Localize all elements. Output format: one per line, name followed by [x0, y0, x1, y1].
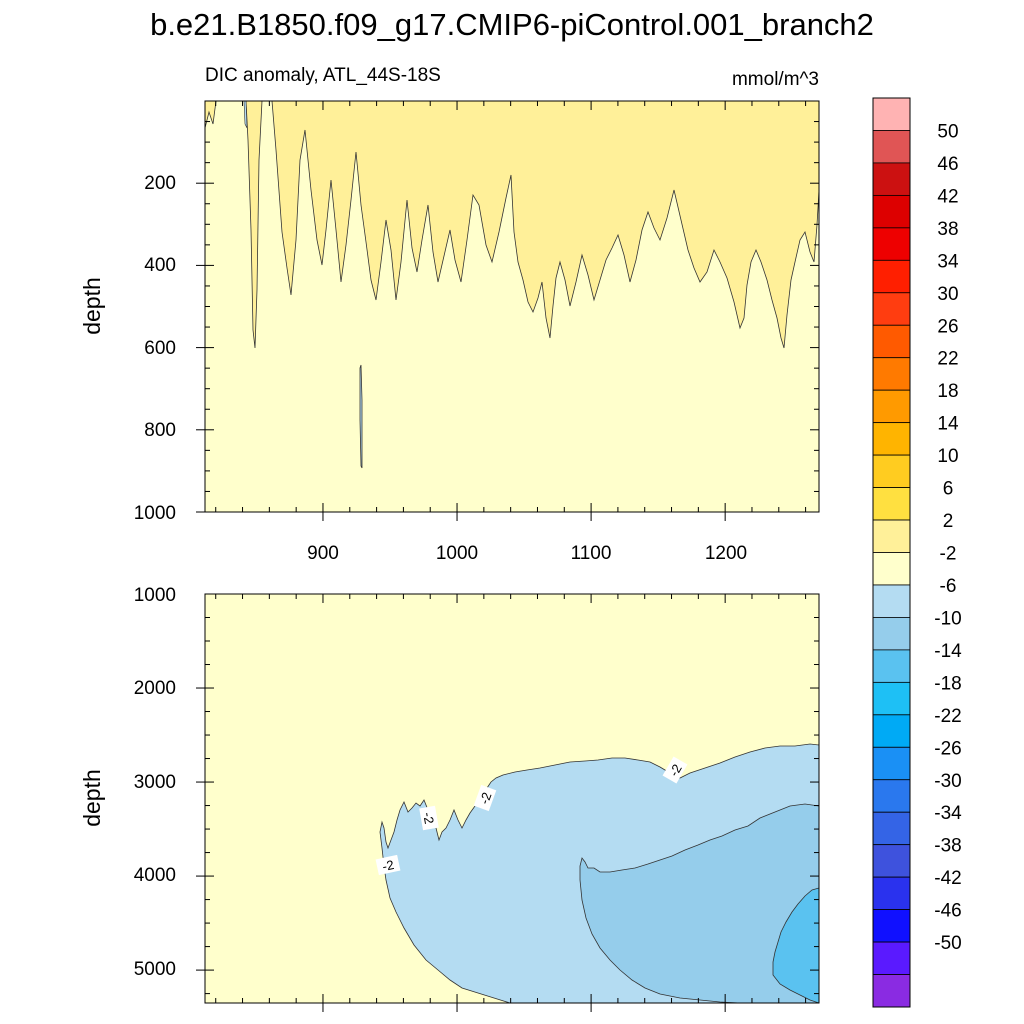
colorbar-swatch [872, 844, 911, 878]
colorbar-label: 42 [937, 186, 958, 207]
lower-ytick-3000: 3000 [134, 772, 176, 793]
lower-plot-frame [204, 593, 820, 1004]
upper-xtick-1000: 1000 [436, 543, 478, 564]
colorbar-swatch [872, 162, 911, 196]
colorbar-label: -2 [940, 544, 957, 565]
colorbar-swatch [872, 487, 911, 521]
colorbar-swatch [872, 259, 911, 294]
lower-negative-region-10-14 [772, 887, 819, 1003]
lower-contour-label-4: -2 [375, 854, 401, 876]
colorbar-swatch [872, 357, 911, 391]
lower-ytick-1000: 1000 [134, 585, 176, 606]
colorbar-swatch [872, 909, 911, 943]
colorbar-label: 38 [937, 219, 958, 240]
colorbar-label: 18 [937, 381, 958, 402]
colorbar-swatch [872, 779, 911, 813]
lower-ytick-5000: 5000 [134, 959, 176, 980]
colorbar-label: -26 [934, 738, 961, 759]
colorbar-swatches [872, 97, 911, 1008]
colorbar-swatch [872, 941, 911, 975]
colorbar-swatch [872, 422, 911, 456]
colorbar-label: 26 [937, 316, 958, 337]
colorbar-swatch [872, 97, 911, 131]
colorbar-swatch [872, 130, 911, 164]
lower-contour-label-1: -2 [662, 756, 688, 784]
colorbar-swatch [872, 681, 911, 716]
units-label: mmol/m^3 [732, 69, 819, 90]
colorbar-swatch [872, 227, 911, 261]
colorbar-label: -30 [934, 771, 961, 792]
lower-negative-region-6-10 [579, 803, 819, 1003]
colorbar-swatch [872, 714, 911, 748]
colorbar-swatch [872, 746, 911, 781]
colorbar-swatch [872, 292, 911, 326]
colorbar-label: -38 [934, 836, 961, 857]
colorbar-label: 34 [937, 251, 959, 272]
upper-edge-negative-blip [243, 101, 248, 129]
colorbar-label: -46 [934, 901, 961, 922]
upper-negative-streak [359, 364, 363, 469]
colorbar-label: -22 [934, 706, 961, 727]
colorbar-label: -18 [934, 673, 961, 694]
left-subtitle: DIC anomaly, ATL_44S-18S [205, 65, 441, 86]
upper-xtick-900: 900 [307, 543, 339, 564]
colorbar-label: 14 [937, 414, 959, 435]
lower-ytick-2000: 2000 [134, 678, 176, 699]
upper-ytick-600: 600 [144, 338, 176, 359]
lower-panel: -2 -2 -2 -2 1000 2000 3000 4000 5000 dep… [79, 585, 820, 1012]
colorbar-label: 22 [937, 349, 958, 370]
colorbar-label: 2 [943, 511, 954, 532]
colorbar-label: -50 [934, 933, 961, 954]
upper-ytick-1000: 1000 [134, 503, 176, 524]
colorbar-label: -34 [934, 803, 962, 824]
colorbar-swatch [872, 454, 911, 488]
colorbar-label: -6 [940, 576, 957, 597]
colorbar-label: 10 [937, 446, 958, 467]
colorbar-swatch [872, 811, 911, 846]
colorbar-swatch [872, 649, 911, 683]
colorbar-frame [872, 97, 911, 1008]
colorbar-labels: 50 46 42 38 34 30 26 22 18 14 10 6 2 -2 -6 -10 -14 -18 -22… [934, 121, 962, 954]
colorbar: 50 46 42 38 34 30 26 22 18 14 10 6 2 -2 -6 -10 -14 -18 -22… [872, 97, 962, 1008]
upper-xtick-1100: 1100 [571, 543, 612, 564]
colorbar-swatch [872, 552, 911, 586]
colorbar-swatch [872, 584, 911, 618]
upper-ytick-800: 800 [144, 420, 176, 441]
upper-ytick-200: 200 [144, 173, 176, 194]
lower-y-axis-label: depth [79, 769, 105, 827]
colorbar-swatch [872, 617, 911, 651]
colorbar-label: -42 [934, 868, 961, 889]
svg-text:-2: -2 [476, 790, 494, 806]
upper-positive-anomaly-region [205, 101, 819, 349]
colorbar-label: 6 [943, 479, 954, 500]
lower-tick-marks [196, 594, 819, 1012]
colorbar-swatch [872, 876, 911, 911]
lower-ytick-4000: 4000 [134, 865, 176, 886]
colorbar-swatch [872, 974, 911, 1008]
colorbar-label: 50 [937, 121, 958, 142]
colorbar-label: -14 [934, 641, 962, 662]
colorbar-swatch [872, 194, 911, 229]
colorbar-label: -10 [934, 608, 961, 629]
figure-title: b.e21.B1850.f09_g17.CMIP6-piControl.001_… [150, 7, 874, 42]
colorbar-swatch [872, 324, 911, 359]
svg-text:-2: -2 [420, 811, 437, 825]
upper-y-axis-label: depth [79, 277, 105, 335]
upper-tick-marks [196, 101, 819, 521]
colorbar-swatch [872, 389, 911, 424]
lower-contour-label-2: -2 [473, 784, 497, 812]
upper-ytick-400: 400 [144, 255, 176, 276]
upper-xtick-1200: 1200 [705, 543, 747, 564]
colorbar-label: 30 [937, 284, 958, 305]
upper-panel: 200 400 600 800 1000 900 1000 1100 1200 … [79, 100, 820, 564]
lower-contour-label-3: -2 [419, 805, 439, 831]
colorbar-swatch [872, 519, 911, 553]
svg-text:-2: -2 [381, 857, 395, 874]
colorbar-label: 46 [937, 154, 958, 175]
